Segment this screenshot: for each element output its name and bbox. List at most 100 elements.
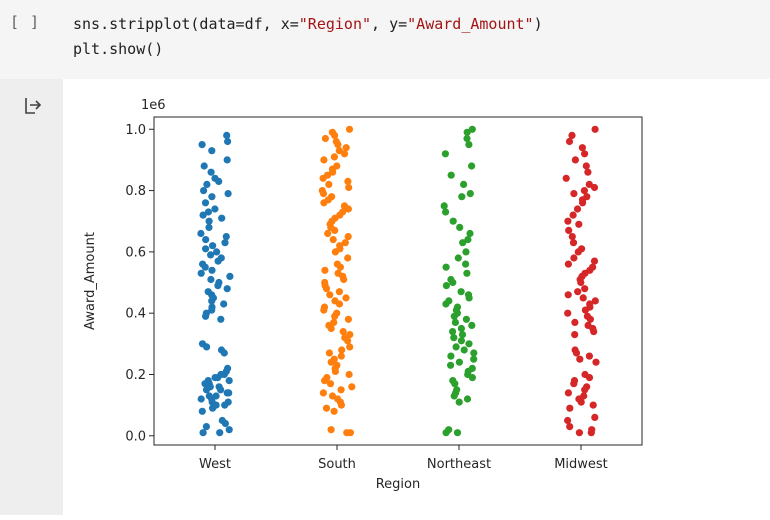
data-point-south	[320, 156, 328, 164]
data-point-south	[337, 386, 345, 394]
data-point-south	[322, 285, 331, 293]
data-point-midwest	[566, 404, 574, 412]
data-point-northeast	[466, 190, 474, 198]
data-point-northeast	[440, 202, 448, 210]
data-point-midwest	[586, 315, 595, 323]
code-string-award-amount: "Award_Amount"	[407, 15, 534, 33]
data-point-west	[198, 407, 206, 415]
points-layer	[197, 125, 600, 437]
code-editor[interactable]: sns.stripplot(data=df, x="Region", y="Aw…	[73, 12, 543, 62]
data-point-midwest	[581, 306, 590, 314]
y-tick-label: 1.0	[125, 123, 146, 138]
data-point-midwest	[571, 331, 579, 339]
run-cell-button[interactable]: [ ]	[10, 13, 41, 31]
data-point-midwest	[569, 211, 577, 219]
code-cell[interactable]: [ ] sns.stripplot(data=df, x="Region", y…	[0, 0, 770, 79]
data-point-west	[225, 377, 233, 385]
data-point-south	[336, 263, 344, 271]
data-point-northeast	[447, 171, 455, 179]
data-point-midwest	[584, 168, 592, 176]
data-point-midwest	[579, 199, 587, 207]
data-point-west	[205, 223, 213, 231]
data-point-south	[322, 404, 331, 412]
y-tick-label: 0.0	[125, 429, 146, 444]
data-point-west	[204, 208, 212, 216]
data-point-midwest	[590, 328, 598, 336]
x-axis: West South Northeast Midwest	[199, 445, 608, 472]
data-point-south	[341, 239, 349, 247]
data-point-south	[340, 275, 348, 284]
data-point-midwest	[581, 150, 589, 158]
data-point-northeast	[463, 269, 471, 277]
data-point-midwest	[582, 162, 590, 170]
data-point-south	[321, 134, 329, 143]
data-point-midwest	[575, 220, 583, 228]
data-point-south	[348, 383, 356, 391]
code-line-2: plt.show()	[73, 40, 164, 58]
data-point-midwest	[570, 254, 578, 262]
data-point-northeast	[450, 334, 458, 342]
data-point-west	[217, 386, 225, 394]
axes-frame	[153, 116, 643, 446]
data-point-west	[199, 429, 207, 437]
data-point-midwest	[577, 398, 585, 406]
data-point-west	[223, 156, 231, 164]
data-point-south	[344, 337, 352, 345]
data-point-midwest	[591, 297, 599, 305]
data-point-south	[326, 380, 335, 388]
data-point-northeast	[457, 337, 465, 345]
data-point-northeast	[442, 429, 450, 437]
y-tick-label: 0.2	[125, 368, 146, 383]
data-point-west	[214, 257, 222, 265]
data-point-midwest	[566, 423, 574, 431]
data-point-south	[319, 190, 328, 198]
data-point-west	[208, 147, 216, 155]
data-point-northeast	[453, 429, 462, 437]
data-point-south	[344, 205, 352, 213]
data-point-northeast	[463, 134, 471, 143]
data-point-south	[343, 429, 351, 437]
data-point-west	[202, 245, 210, 253]
data-point-south	[327, 358, 335, 366]
output-redirect-icon[interactable]	[22, 95, 44, 117]
data-point-south	[320, 306, 328, 314]
data-point-northeast	[450, 392, 458, 400]
data-point-northeast	[449, 217, 457, 225]
data-point-west	[211, 205, 219, 213]
data-point-west	[201, 263, 209, 271]
data-point-west	[203, 180, 211, 188]
data-point-south	[344, 254, 352, 262]
data-point-west	[207, 275, 215, 284]
data-point-northeast	[457, 324, 465, 333]
data-point-south	[330, 407, 338, 415]
data-point-northeast	[470, 355, 478, 363]
x-tick-label: Northeast	[427, 457, 491, 472]
data-point-west	[207, 251, 215, 259]
code-fragment: )	[533, 15, 543, 33]
data-point-south	[345, 183, 353, 192]
data-point-midwest	[590, 257, 599, 265]
data-point-northeast	[457, 288, 465, 296]
data-point-northeast	[458, 331, 467, 339]
data-point-west	[200, 187, 208, 195]
data-point-northeast	[451, 318, 459, 326]
data-point-south	[327, 324, 335, 333]
data-point-northeast	[458, 193, 466, 201]
data-point-northeast	[442, 282, 450, 290]
data-point-west	[197, 269, 205, 277]
data-point-south	[342, 294, 350, 302]
data-point-south	[319, 174, 327, 182]
data-point-northeast	[463, 128, 471, 136]
data-point-midwest	[581, 285, 589, 293]
data-point-midwest	[585, 180, 593, 188]
code-fragment: , y=	[371, 15, 408, 33]
data-point-south	[329, 236, 337, 244]
data-point-south	[321, 377, 329, 385]
y-tick-label: 0.4	[125, 307, 146, 322]
code-string-region: "Region"	[298, 15, 372, 33]
data-point-northeast	[465, 141, 473, 149]
data-point-west	[208, 297, 216, 305]
data-point-south	[339, 328, 347, 336]
data-point-northeast	[462, 248, 470, 256]
cell-output: 0.0 0.2 0.4 0.6 0.8 1.0 West South Northeast Mid…	[63, 79, 770, 515]
